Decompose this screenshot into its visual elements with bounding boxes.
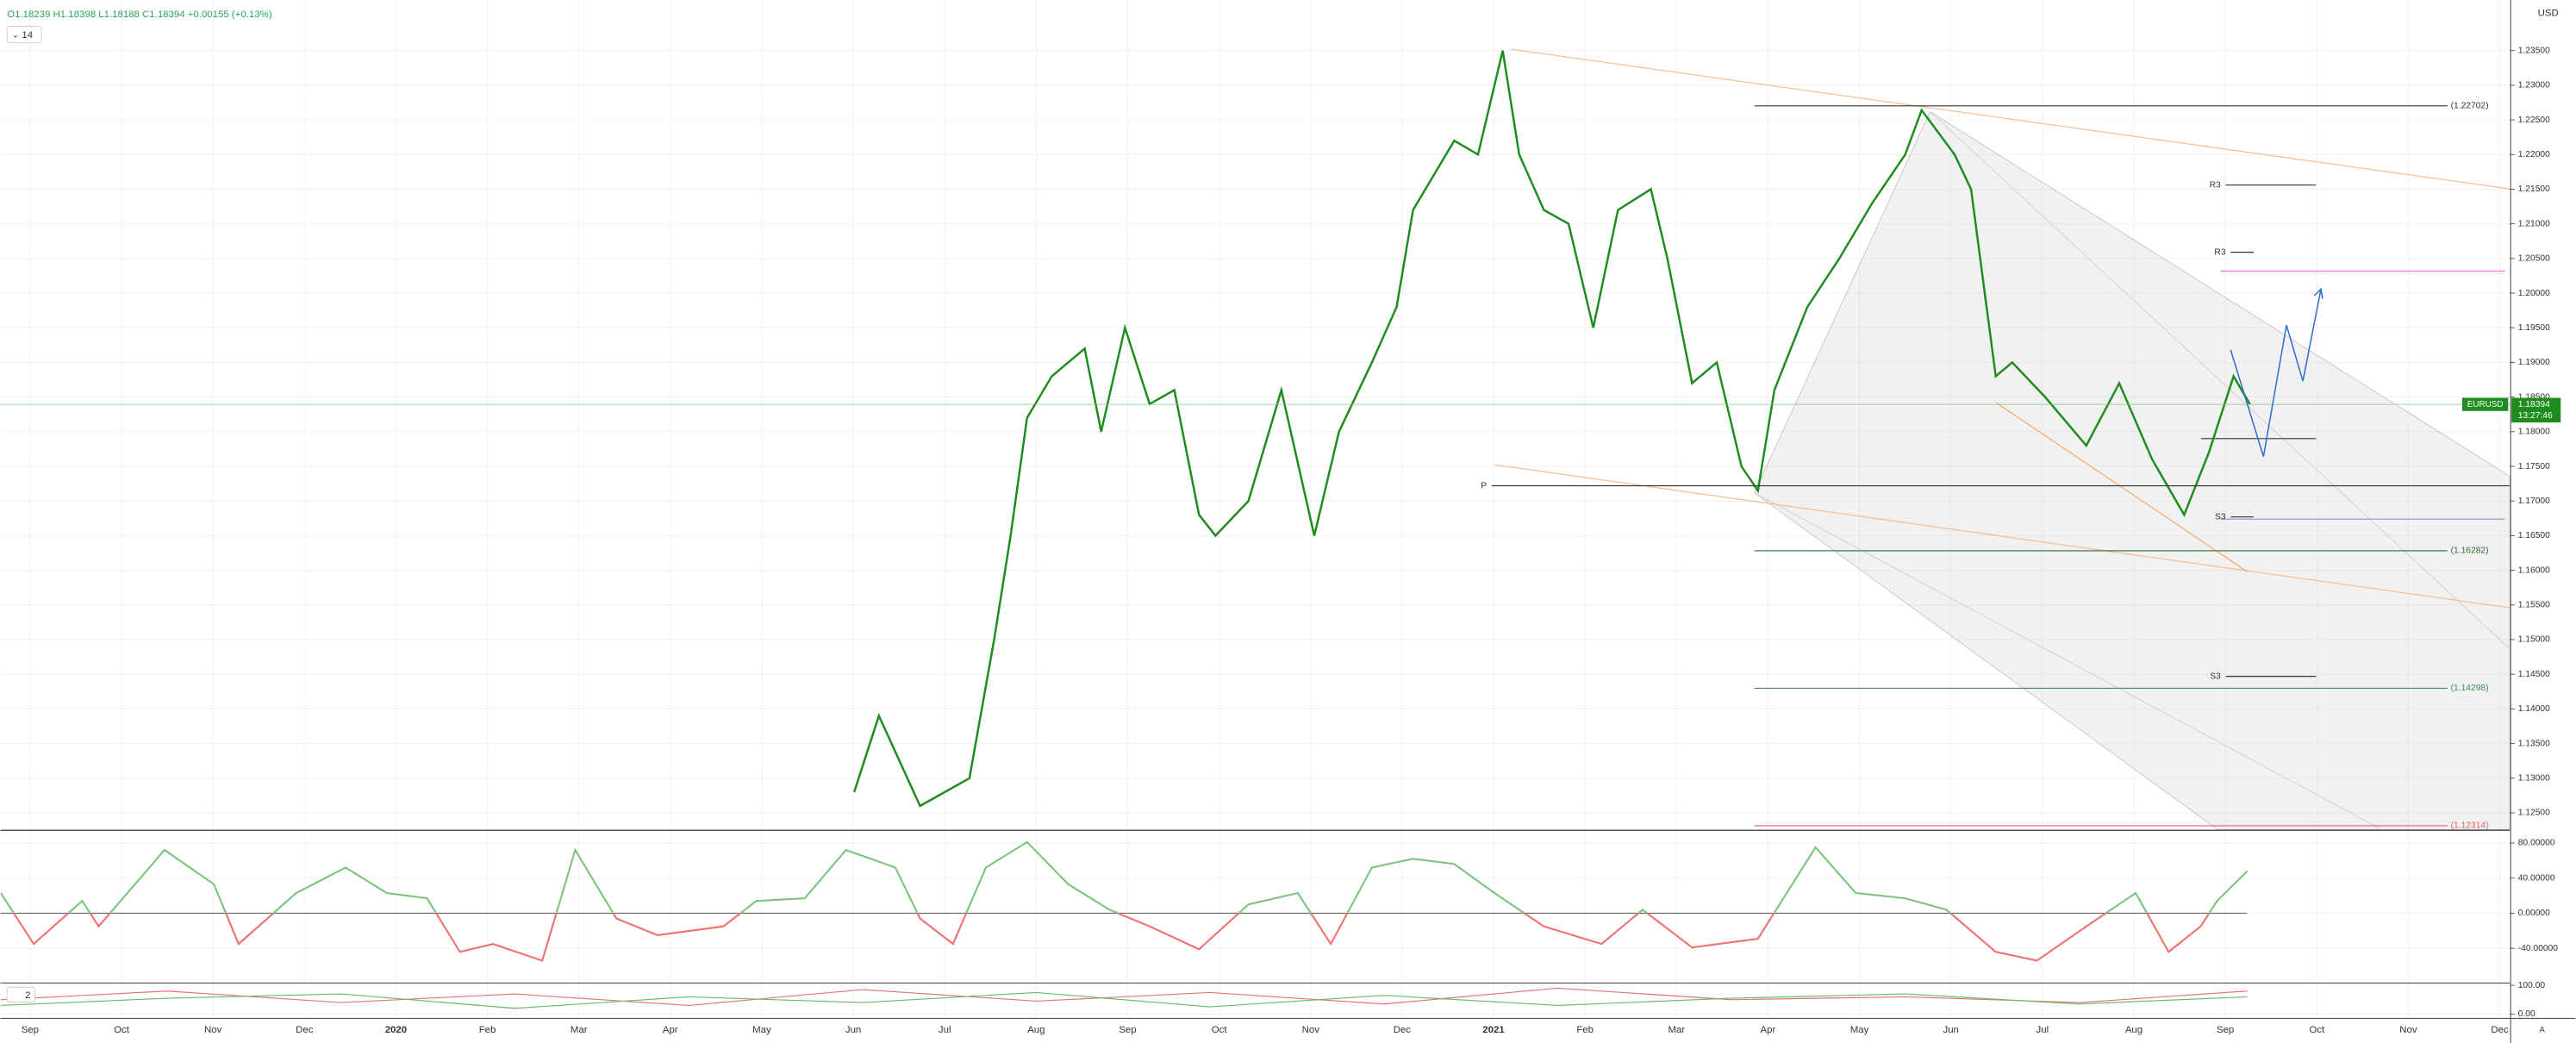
marks bbox=[0, 50, 2511, 1009]
x-tick-label: May bbox=[1850, 1025, 1869, 1035]
y-tick-label: 1.12500 bbox=[2518, 809, 2550, 818]
x-tick-label: Sep bbox=[2217, 1025, 2234, 1035]
indicator-badge[interactable] bbox=[6, 986, 36, 1002]
x-tick-label: Nov bbox=[2399, 1025, 2417, 1035]
last-price-label: 1.18394 bbox=[2518, 400, 2550, 409]
y-tick-label: 0.00 bbox=[2518, 1009, 2535, 1019]
indicator-badge-text: 2 bbox=[25, 990, 30, 1001]
trend-line bbox=[1995, 402, 2248, 572]
oscillator-line-positive bbox=[0, 840, 2249, 914]
y-tick-label: 80.00000 bbox=[2518, 839, 2555, 848]
regression-channel bbox=[1754, 111, 2511, 830]
projection-arrow bbox=[2313, 287, 2323, 299]
y-tick-label: 1.19000 bbox=[2518, 358, 2550, 367]
last-price-tag bbox=[2511, 397, 2561, 423]
channel-line bbox=[1754, 492, 2382, 830]
series-line bbox=[0, 991, 2248, 1009]
y-tick-label: 1.15000 bbox=[2518, 635, 2550, 645]
level-label: S3 bbox=[2215, 512, 2226, 522]
y-tick-label: -40.00000 bbox=[2518, 944, 2559, 953]
x-tick-label: Apr bbox=[1761, 1025, 1776, 1035]
x-tick-label: Feb bbox=[479, 1025, 496, 1035]
series-line bbox=[0, 987, 2248, 1006]
y-tick-label: 0.00000 bbox=[2518, 909, 2550, 918]
chevron: ⌄ bbox=[12, 30, 19, 40]
x-tick-label: Dec bbox=[1394, 1025, 1412, 1035]
level-label: R3 bbox=[2214, 247, 2225, 257]
projection-path bbox=[2230, 289, 2322, 457]
x-tick-label: Jun bbox=[1943, 1025, 1959, 1035]
channel-line bbox=[1930, 111, 2511, 649]
y-tick-label: 1.14000 bbox=[2518, 704, 2550, 714]
x-tick-label: Apr bbox=[663, 1025, 678, 1035]
symbol-tag bbox=[2461, 397, 2509, 411]
x-tick-label: Nov bbox=[204, 1025, 222, 1035]
countdown-label: 13:27:46 bbox=[2518, 411, 2553, 421]
x-tick-label: Feb bbox=[1576, 1025, 1594, 1035]
trend-line bbox=[1511, 48, 2511, 190]
y-tick-label: 1.23000 bbox=[2518, 81, 2550, 91]
series-line bbox=[852, 50, 2251, 808]
level-label: S3 bbox=[2210, 671, 2221, 681]
y-tick-label: 1.14500 bbox=[2518, 670, 2550, 679]
x-tick-label: Sep bbox=[1119, 1025, 1136, 1035]
level-label: (1.22702) bbox=[2451, 102, 2489, 111]
x-tick-label: Oct bbox=[2309, 1025, 2325, 1035]
y-tick-label: 1.16000 bbox=[2518, 565, 2550, 575]
x-tick-label: Jul bbox=[939, 1025, 951, 1035]
level-label: (1.12314) bbox=[2451, 821, 2489, 831]
x-tick-label: Nov bbox=[1302, 1025, 1320, 1035]
symbol-label: EURUSD bbox=[2467, 400, 2504, 409]
level-label: R3 bbox=[2210, 180, 2221, 190]
y-tick-label: 1.20500 bbox=[2518, 254, 2550, 264]
y-tick-label: 1.18000 bbox=[2518, 428, 2550, 437]
x-tick-label: Dec bbox=[296, 1025, 314, 1035]
y-tick-label: 1.17000 bbox=[2518, 497, 2550, 506]
y-tick-label: 1.13500 bbox=[2518, 739, 2550, 748]
y-tick-label: 40.00000 bbox=[2518, 873, 2555, 883]
y-tick-label: 1.23500 bbox=[2518, 46, 2550, 55]
x-tick-label: 2021 bbox=[1482, 1025, 1505, 1035]
x-tick-label: Mar bbox=[1668, 1025, 1685, 1035]
grid-layer bbox=[0, 0, 2511, 1019]
y-tick-label: 100.00 bbox=[2518, 981, 2546, 990]
y-tick-label: 1.21500 bbox=[2518, 184, 2550, 194]
y-tick-label: 1.15500 bbox=[2518, 601, 2550, 610]
y-tick-label: 1.20000 bbox=[2518, 289, 2550, 298]
y-tick-label: 1.18500 bbox=[2518, 392, 2550, 402]
currency-label[interactable]: USD bbox=[2538, 8, 2559, 18]
y-tick-label: 1.19500 bbox=[2518, 323, 2550, 333]
trend-line bbox=[1494, 464, 2511, 609]
indicator-badge-text: 14 bbox=[22, 30, 33, 41]
x-tick-label: May bbox=[752, 1025, 771, 1035]
indicator-badge[interactable] bbox=[6, 26, 42, 44]
ohlc-legend: O1.18239 H1.18398 L1.18188 C1.18394 +0.0… bbox=[7, 9, 272, 20]
x-tick-label: Jul bbox=[2036, 1025, 2049, 1035]
x-tick-label: Oct bbox=[1212, 1025, 1228, 1035]
x-tick-label: Dec bbox=[2491, 1025, 2509, 1035]
x-tick-label: Oct bbox=[114, 1025, 130, 1035]
level-label: (1.14298) bbox=[2451, 684, 2489, 693]
x-tick-label: 2020 bbox=[385, 1025, 407, 1035]
y-tick-label: 1.22000 bbox=[2518, 150, 2550, 159]
x-tick-label: Aug bbox=[1027, 1025, 1045, 1035]
auto-scale[interactable]: A bbox=[2540, 1025, 2546, 1034]
y-tick-label: 1.17500 bbox=[2518, 462, 2550, 472]
x-tick-label: Mar bbox=[571, 1025, 588, 1035]
y-tick-label: 1.21000 bbox=[2518, 219, 2550, 228]
y-tick-label: 1.22500 bbox=[2518, 116, 2550, 125]
level-label: (1.16282) bbox=[2451, 546, 2489, 556]
y-tick-label: 1.13000 bbox=[2518, 774, 2550, 784]
y-tick-label: 1.16500 bbox=[2518, 531, 2550, 540]
x-tick-label: Sep bbox=[22, 1025, 39, 1035]
x-tick-label: Jun bbox=[845, 1025, 861, 1035]
level-label: P bbox=[1481, 481, 1487, 490]
x-tick-label: Aug bbox=[2125, 1025, 2143, 1035]
